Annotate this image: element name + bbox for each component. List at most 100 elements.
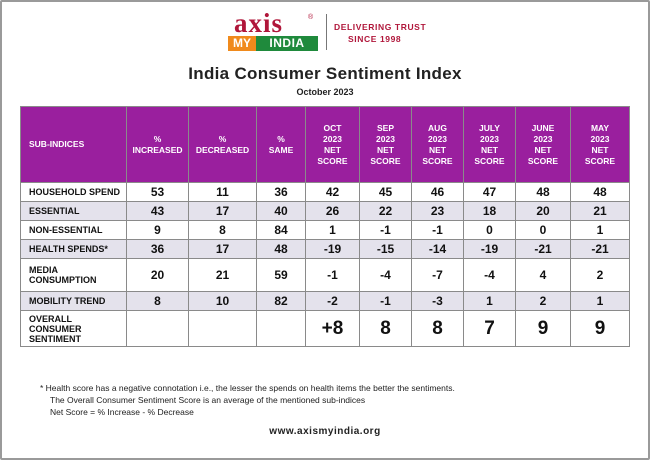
footnote-overall: The Overall Consumer Sentiment Score is …: [50, 395, 366, 405]
cell-non-essential-sep: -1: [359, 220, 412, 240]
cell-health-spends-aug: -14: [411, 239, 464, 259]
cell-essential-oct: 26: [305, 201, 360, 221]
cell-mobility-trend-may: 1: [570, 291, 630, 311]
logo-tagline-block: DELIVERING TRUST SINCE 1998: [334, 21, 434, 45]
header-pct-increased: % INCREASED: [126, 106, 189, 183]
logo-my-text: MY: [228, 36, 256, 51]
cell-household-spend-pct-same: 36: [256, 182, 306, 202]
cell-media-consumption-july: -4: [463, 258, 516, 292]
cell-overall-pct-same: [256, 310, 306, 347]
cell-essential-aug: 23: [411, 201, 464, 221]
cell-media-consumption-sep: -4: [359, 258, 412, 292]
cell-non-essential-aug: -1: [411, 220, 464, 240]
footnote-net-score: Net Score = % Increase - % Decrease: [50, 407, 194, 417]
sentiment-table: SUB-INDICES % INCREASED % DECREASED % SA…: [20, 106, 630, 347]
cell-media-consumption-pct-same: 59: [256, 258, 306, 292]
header-pct-same: % SAME: [256, 106, 306, 183]
footnote-health: * Health score has a negative connotatio…: [40, 383, 455, 393]
cell-mobility-trend-label: MOBILITY TREND: [20, 291, 127, 311]
cell-non-essential-may: 1: [570, 220, 630, 240]
table-row-non-essential: NON-ESSENTIAL 9 8 84 1 -1 -1 0 0 1: [20, 220, 630, 240]
cell-mobility-trend-pct-same: 82: [256, 291, 306, 311]
logo-registered-mark: ®: [308, 14, 314, 21]
cell-non-essential-pct-same: 84: [256, 220, 306, 240]
table-row-essential: ESSENTIAL 43 17 40 26 22 23 18 20 21: [20, 201, 630, 221]
cell-media-consumption-aug: -7: [411, 258, 464, 292]
table-body: HOUSEHOLD SPEND 53 11 36 42 45 46 47 48 48 ESSENTI…: [20, 182, 630, 347]
logo-india-text: INDIA: [256, 36, 318, 51]
table-row-health-spends: HEALTH SPENDS* 36 17 48 -19 -15 -14 -19 -21 -21: [20, 239, 630, 259]
table-row-media-consumption: MEDIA CONSUMPTION 20 21 59 -1 -4 -7 -4 4 2: [20, 258, 630, 292]
logo-since: SINCE 1998: [348, 34, 402, 44]
cell-mobility-trend-aug: -3: [411, 291, 464, 311]
cell-overall-june: 9: [515, 310, 571, 347]
logo-my-india-bar: MY INDIA: [228, 36, 318, 51]
cell-health-spends-june: -21: [515, 239, 571, 259]
cell-essential-pct-same: 40: [256, 201, 306, 221]
cell-overall-pct-decreased: [188, 310, 257, 347]
axis-my-india-logo: axis ® MY INDIA DELIVERING TRUST SINCE 1…: [228, 8, 428, 54]
header-may-2023: MAY 2023 NET SCORE: [570, 106, 630, 183]
cell-non-essential-pct-increased: 9: [126, 220, 189, 240]
cell-mobility-trend-july: 1: [463, 291, 516, 311]
cell-essential-june: 20: [515, 201, 571, 221]
cell-health-spends-oct: -19: [305, 239, 360, 259]
table-row-mobility-trend: MOBILITY TREND 8 10 82 -2 -1 -3 1 2 1: [20, 291, 630, 311]
logo-tagline: DELIVERING TRUST: [334, 22, 427, 32]
cell-mobility-trend-sep: -1: [359, 291, 412, 311]
cell-household-spend-may: 48: [570, 182, 630, 202]
footnotes: * Health score has a negative connotatio…: [40, 382, 630, 418]
cell-mobility-trend-pct-increased: 8: [126, 291, 189, 311]
cell-household-spend-pct-decreased: 11: [188, 182, 257, 202]
cell-essential-sep: 22: [359, 201, 412, 221]
cell-health-spends-pct-decreased: 17: [188, 239, 257, 259]
cell-non-essential-june: 0: [515, 220, 571, 240]
cell-media-consumption-pct-increased: 20: [126, 258, 189, 292]
cell-health-spends-pct-same: 48: [256, 239, 306, 259]
table-row-household-spend: HOUSEHOLD SPEND 53 11 36 42 45 46 47 48 48: [20, 182, 630, 202]
cell-mobility-trend-june: 2: [515, 291, 571, 311]
logo-divider: [326, 14, 327, 50]
table-header-row: SUB-INDICES % INCREASED % DECREASED % SA…: [20, 106, 630, 183]
cell-non-essential-pct-decreased: 8: [188, 220, 257, 240]
cell-essential-pct-increased: 43: [126, 201, 189, 221]
cell-health-spends-july: -19: [463, 239, 516, 259]
table-row-overall-consumer-sentiment: OVERALL CONSUMER SENTIMENT +8 8 8 7 9 9: [20, 310, 630, 347]
page-title: India Consumer Sentiment Index: [188, 64, 462, 83]
cell-overall-oct: +8: [305, 310, 360, 347]
header-pct-decreased: % DECREASED: [188, 106, 257, 183]
cell-overall-may: 9: [570, 310, 630, 347]
cell-overall-july: 7: [463, 310, 516, 347]
footer-website: www.axismyindia.org: [269, 426, 381, 437]
cell-mobility-trend-pct-decreased: 10: [188, 291, 257, 311]
header-july-2023: JULY 2023 NET SCORE: [463, 106, 516, 183]
logo-mark: axis ® MY INDIA: [228, 8, 320, 54]
cell-household-spend-pct-increased: 53: [126, 182, 189, 202]
cell-overall-label: OVERALL CONSUMER SENTIMENT: [20, 310, 127, 347]
header-sep-2023: SEP 2023 NET SCORE: [359, 106, 412, 183]
cell-media-consumption-oct: -1: [305, 258, 360, 292]
cell-health-spends-sep: -15: [359, 239, 412, 259]
cell-media-consumption-pct-decreased: 21: [188, 258, 257, 292]
cell-essential-may: 21: [570, 201, 630, 221]
cell-media-consumption-may: 2: [570, 258, 630, 292]
cell-household-spend-oct: 42: [305, 182, 360, 202]
cell-media-consumption-label: MEDIA CONSUMPTION: [20, 258, 127, 292]
cell-health-spends-label: HEALTH SPENDS*: [20, 239, 127, 259]
header-june-2023: JUNE 2023 NET SCORE: [515, 106, 571, 183]
cell-non-essential-july: 0: [463, 220, 516, 240]
cell-overall-aug: 8: [411, 310, 464, 347]
header-oct-2023: OCT 2023 NET SCORE: [305, 106, 360, 183]
cell-essential-label: ESSENTIAL: [20, 201, 127, 221]
cell-media-consumption-june: 4: [515, 258, 571, 292]
cell-overall-sep: 8: [359, 310, 412, 347]
cell-household-spend-june: 48: [515, 182, 571, 202]
logo-axis-text: axis: [234, 8, 284, 38]
cell-household-spend-july: 47: [463, 182, 516, 202]
page-subtitle-date: October 2023: [296, 87, 354, 97]
header-sub-indices: SUB-INDICES: [20, 106, 127, 183]
cell-mobility-trend-oct: -2: [305, 291, 360, 311]
header-aug-2023: AUG 2023 NET SCORE: [411, 106, 464, 183]
cell-health-spends-may: -21: [570, 239, 630, 259]
cell-non-essential-label: NON-ESSENTIAL: [20, 220, 127, 240]
